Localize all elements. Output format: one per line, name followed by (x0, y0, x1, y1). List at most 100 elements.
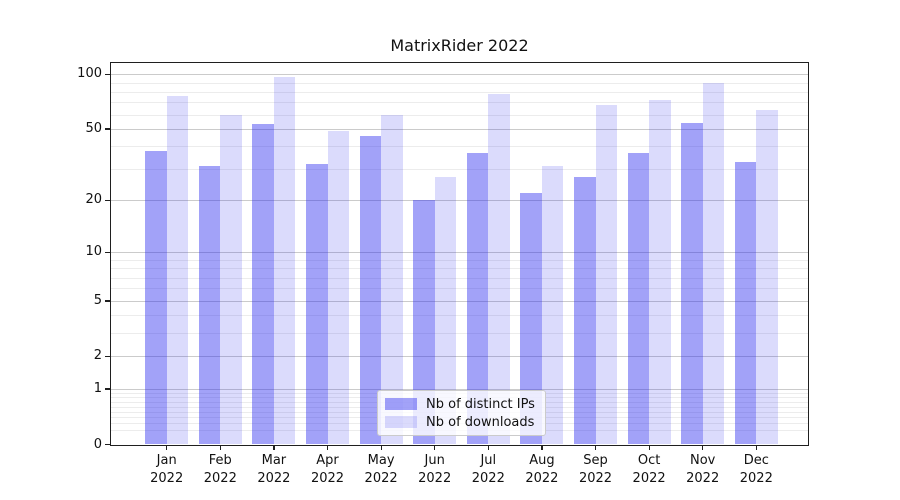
y-tick-label-1: 1 (93, 380, 102, 396)
y-tick-label-100: 100 (77, 66, 102, 82)
x-tick-dec (755, 445, 757, 450)
bar-distinct-ips-feb (198, 166, 221, 445)
y-gridline-minor-80 (110, 91, 809, 93)
y-gridline-minor-8 (110, 268, 809, 270)
x-tick-label-oct: Oct 2022 (609, 452, 689, 488)
y-gridline-major-50 (110, 128, 809, 130)
y-tick-label-5: 5 (93, 292, 102, 308)
x-tick-feb (219, 445, 221, 450)
legend-item-downloads: Nb of downloads (385, 415, 538, 430)
y-tick-label-2: 2 (93, 348, 102, 364)
x-tick-label-jun: Jun 2022 (395, 452, 475, 488)
bar-downloads-nov (702, 83, 725, 445)
x-tick-year-sep: 2022 (578, 471, 613, 486)
x-tick-year-mar: 2022 (257, 471, 291, 486)
x-tick-year-jan: 2022 (150, 471, 184, 486)
y-gridline-major-2 (110, 356, 809, 358)
x-tick-label-jan: Jan 2022 (127, 452, 207, 488)
x-tick-sep (594, 445, 597, 450)
x-tick-jul (487, 445, 489, 450)
x-tick-label-sep: Sep 2022 (556, 452, 636, 488)
y-gridline-major-10 (110, 252, 809, 254)
y-gridline-minor-3 (110, 333, 809, 335)
x-tick-month-nov: Nov (690, 453, 716, 468)
x-tick-year-apr: 2022 (310, 471, 345, 486)
x-tick-year-feb: 2022 (203, 471, 237, 486)
bar-distinct-ips-aug (520, 192, 542, 445)
x-tick-label-aug: Aug 2022 (502, 452, 582, 488)
legend: Nb of distinct IPs Nb of downloads (377, 390, 546, 436)
x-tick-year-nov: 2022 (686, 471, 720, 486)
y-gridline-minor-6 (110, 288, 809, 290)
bar-downloads-aug (541, 166, 564, 445)
x-tick-month-jul: Jul (480, 453, 497, 468)
y-gridline-major-100 (110, 74, 809, 76)
x-tick-apr (326, 445, 329, 450)
y-gridline-major-5 (110, 300, 809, 302)
legend-item-distinct-ips: Nb of distinct IPs (385, 397, 538, 412)
y-gridline-minor-9 (110, 259, 809, 261)
y-gridline-minor-70 (110, 102, 809, 104)
y-tick-50 (105, 128, 110, 130)
x-tick-month-may: May (367, 453, 395, 468)
bar-distinct-ips-dec (734, 161, 757, 445)
bar-distinct-ips-jul (466, 152, 489, 445)
x-tick-month-feb: Feb (208, 453, 232, 468)
bar-downloads-feb (220, 114, 242, 445)
x-tick-month-sep: Sep (583, 453, 608, 468)
y-tick-5 (105, 300, 110, 302)
bar-downloads-apr (327, 130, 349, 445)
x-tick-nov (702, 445, 704, 450)
x-tick-jun (434, 445, 436, 450)
bar-distinct-ips-jun (413, 200, 435, 445)
y-tick-0 (105, 444, 110, 446)
bar-distinct-ips-may (359, 135, 382, 445)
bar-downloads-jan (166, 95, 189, 445)
y-gridline-minor-30 (110, 168, 809, 170)
x-tick-label-may: May 2022 (341, 452, 421, 488)
x-tick-may (380, 445, 382, 450)
chart-title: MatrixRider 2022 (390, 36, 529, 55)
bar-distinct-ips-oct (627, 152, 650, 445)
x-tick-month-apr: Apr (316, 453, 339, 468)
bar-downloads-jun (434, 177, 457, 445)
y-gridline-major-1 (110, 388, 809, 390)
bar-downloads-may (381, 114, 403, 445)
x-tick-label-apr: Apr 2022 (288, 452, 368, 488)
bar-downloads-dec (756, 109, 778, 445)
bar-distinct-ips-sep (574, 177, 596, 445)
x-tick-label-nov: Nov 2022 (663, 452, 743, 488)
y-gridline-major-20 (110, 200, 809, 202)
bar-downloads-sep (595, 104, 617, 445)
legend-swatch-distinct-ips (385, 398, 417, 410)
x-tick-label-dec: Dec 2022 (716, 452, 796, 488)
x-tick-month-jan: Jan (156, 453, 177, 468)
x-tick-year-may: 2022 (364, 471, 398, 486)
x-tick-label-jul: Jul 2022 (448, 452, 528, 488)
y-tick-label-10: 10 (85, 244, 102, 260)
x-tick-mar (273, 445, 275, 450)
y-tick-label-20: 20 (85, 192, 102, 208)
x-tick-label-mar: Mar 2022 (234, 452, 314, 488)
x-tick-oct (648, 445, 650, 450)
x-tick-year-jul: 2022 (471, 471, 505, 486)
bar-downloads-jul (488, 93, 510, 445)
x-tick-jan (166, 445, 168, 450)
y-tick-10 (105, 251, 110, 253)
bar-distinct-ips-jan (145, 150, 167, 445)
plot-area (110, 62, 809, 445)
y-tick-2 (105, 355, 110, 358)
x-tick-label-feb: Feb 2022 (180, 452, 260, 488)
legend-swatch-downloads (385, 416, 417, 428)
x-tick-month-dec: Dec (743, 453, 769, 468)
y-gridline-minor-4 (110, 315, 809, 317)
x-tick-month-aug: Aug (529, 453, 555, 468)
y-gridline-minor-90 (110, 82, 809, 84)
y-gridline-minor-7 (110, 277, 809, 279)
y-tick-1 (105, 388, 110, 390)
y-tick-label-50: 50 (85, 120, 102, 136)
legend-label-downloads: Nb of downloads (426, 414, 535, 430)
y-gridline-minor-40 (110, 146, 809, 148)
legend-label-distinct-ips: Nb of distinct IPs (426, 396, 535, 412)
